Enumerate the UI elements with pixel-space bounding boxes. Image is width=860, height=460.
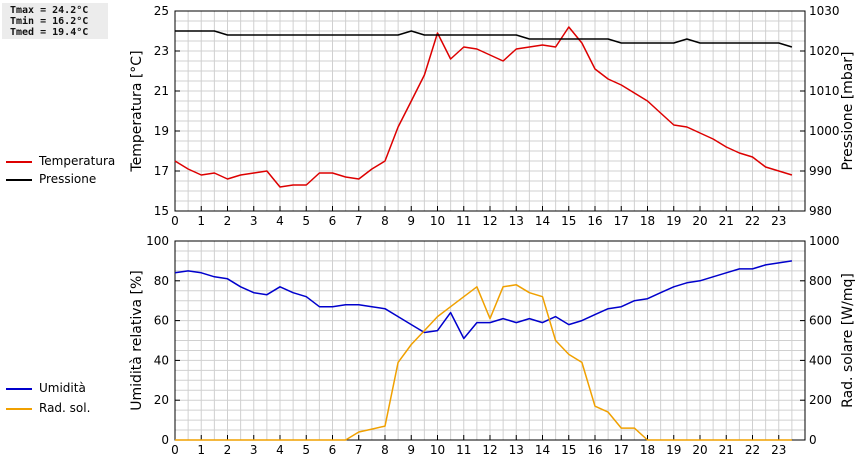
y-tick-label-left-bottom: 80 (154, 274, 169, 288)
x-tick-label-bottom: 23 (771, 443, 786, 457)
y-tick-label-left-bottom: 0 (161, 433, 169, 447)
x-tick-label-top: 21 (719, 214, 734, 228)
y-tick-label-right-top: 1030 (809, 4, 840, 18)
x-tick-label-bottom: 15 (561, 443, 576, 457)
y-tick-label-left-top: 21 (154, 84, 169, 98)
y-tick-label-left-bottom: 100 (146, 234, 169, 248)
x-tick-label-bottom: 8 (381, 443, 389, 457)
y-tick-label-right-top: 1000 (809, 124, 840, 138)
x-tick-label-bottom: 5 (302, 443, 310, 457)
x-tick-label-bottom: 13 (509, 443, 524, 457)
y-tick-label-right-bottom: 800 (809, 274, 832, 288)
x-tick-label-bottom: 9 (407, 443, 415, 457)
x-tick-label-bottom: 18 (640, 443, 655, 457)
legend-label-humidity: Umidità (39, 381, 86, 395)
x-tick-label-top: 0 (171, 214, 179, 228)
series-line-bottom-1 (175, 284, 792, 441)
x-tick-label-bottom: 22 (745, 443, 760, 457)
x-tick-label-top: 2 (224, 214, 232, 228)
x-tick-label-top: 3 (250, 214, 258, 228)
x-tick-label-top: 12 (482, 214, 497, 228)
x-tick-label-bottom: 20 (692, 443, 707, 457)
y-axis-label-right-bottom: Rad. solare [W/mq] (840, 273, 856, 408)
x-tick-label-top: 6 (329, 214, 337, 228)
y-tick-label-left-bottom: 20 (154, 393, 169, 407)
y-tick-label-right-bottom: 0 (809, 433, 817, 447)
y-tick-label-right-bottom: 600 (809, 314, 832, 328)
x-tick-label-bottom: 3 (250, 443, 258, 457)
y-tick-label-left-bottom: 40 (154, 353, 169, 367)
x-tick-label-bottom: 19 (666, 443, 681, 457)
x-tick-label-bottom: 10 (430, 443, 445, 457)
x-tick-label-bottom: 11 (456, 443, 471, 457)
y-tick-label-left-top: 19 (154, 124, 169, 138)
x-tick-label-bottom: 6 (329, 443, 337, 457)
stat-tmax: Tmax = 24.2°C (10, 5, 89, 16)
x-tick-label-top: 16 (587, 214, 602, 228)
y-tick-label-right-top: 1020 (809, 44, 840, 58)
y-tick-label-right-bottom: 400 (809, 353, 832, 367)
y-tick-label-left-bottom: 60 (154, 314, 169, 328)
x-tick-label-top: 4 (276, 214, 284, 228)
y-tick-label-left-top: 15 (154, 204, 169, 218)
legend-item-humidity: Umidità (6, 381, 146, 397)
y-tick-label-right-top: 990 (809, 164, 832, 178)
x-tick-label-bottom: 7 (355, 443, 363, 457)
legend-swatch-humidity (6, 388, 32, 390)
x-tick-label-top: 10 (430, 214, 445, 228)
x-tick-label-top: 11 (456, 214, 471, 228)
x-tick-label-top: 7 (355, 214, 363, 228)
x-tick-label-top: 13 (509, 214, 524, 228)
x-tick-label-bottom: 1 (197, 443, 205, 457)
x-tick-label-top: 18 (640, 214, 655, 228)
chart-panel-bottom: 0 1 2 3 4 5 6 7 8 9 10 11 12 13 14 15 16 17 18 19 20 21 22 2302… (129, 234, 856, 457)
legend-item-pressure: Pressione (6, 172, 146, 188)
x-tick-label-top: 22 (745, 214, 760, 228)
y-tick-label-right-bottom: 1000 (809, 234, 840, 248)
x-tick-label-bottom: 17 (614, 443, 629, 457)
y-axis-label-left-top: Temperatura [°C] (129, 50, 145, 172)
x-tick-label-bottom: 12 (482, 443, 497, 457)
y-tick-label-left-top: 17 (154, 164, 169, 178)
x-tick-label-top: 15 (561, 214, 576, 228)
legend-label-pressure: Pressione (39, 172, 97, 186)
y-tick-label-left-top: 23 (154, 44, 169, 58)
legend-swatch-temperature (6, 161, 32, 163)
legend-item-radiation: Rad. sol. (6, 401, 146, 417)
x-tick-label-top: 20 (692, 214, 707, 228)
x-tick-label-top: 1 (197, 214, 205, 228)
x-tick-label-bottom: 16 (587, 443, 602, 457)
y-tick-label-right-top: 980 (809, 204, 832, 218)
x-tick-label-top: 19 (666, 214, 681, 228)
x-tick-label-bottom: 4 (276, 443, 284, 457)
x-tick-label-bottom: 14 (535, 443, 550, 457)
x-tick-label-top: 14 (535, 214, 550, 228)
y-tick-label-left-top: 25 (154, 4, 169, 18)
y-tick-label-right-bottom: 200 (809, 393, 832, 407)
x-tick-label-top: 23 (771, 214, 786, 228)
stat-tmin: Tmin = 16.2°C (10, 16, 89, 27)
x-tick-label-bottom: 0 (171, 443, 179, 457)
legend-label-temperature: Temperatura (39, 154, 116, 168)
x-tick-label-top: 17 (614, 214, 629, 228)
x-tick-label-top: 5 (302, 214, 310, 228)
y-tick-label-right-top: 1010 (809, 84, 840, 98)
series-line-top-1 (175, 30, 793, 48)
y-axis-label-left-bottom: Umidità relativa [%] (129, 270, 145, 411)
x-tick-label-top: 8 (381, 214, 389, 228)
series-line-bottom-0 (174, 260, 793, 340)
series-line-top-0 (174, 26, 793, 188)
chart-panel-top: 0 1 2 3 4 5 6 7 8 9 10 11 12 13 14 15 16 17 18 19 20 21 22 2315… (129, 4, 856, 228)
legend-swatch-pressure (6, 179, 32, 181)
legend-swatch-radiation (6, 408, 32, 410)
stat-tmed: Tmed = 19.4°C (10, 27, 89, 38)
x-tick-label-bottom: 2 (224, 443, 232, 457)
legend-label-radiation: Rad. sol. (39, 401, 91, 415)
x-tick-label-bottom: 21 (719, 443, 734, 457)
y-axis-label-right-top: Pressione [mbar] (840, 51, 856, 170)
stats-box: Tmax = 24.2°C Tmin = 16.2°C Tmed = 19.4°… (2, 3, 108, 39)
legend-item-temperature: Temperatura (6, 154, 146, 170)
x-tick-label-top: 9 (407, 214, 415, 228)
